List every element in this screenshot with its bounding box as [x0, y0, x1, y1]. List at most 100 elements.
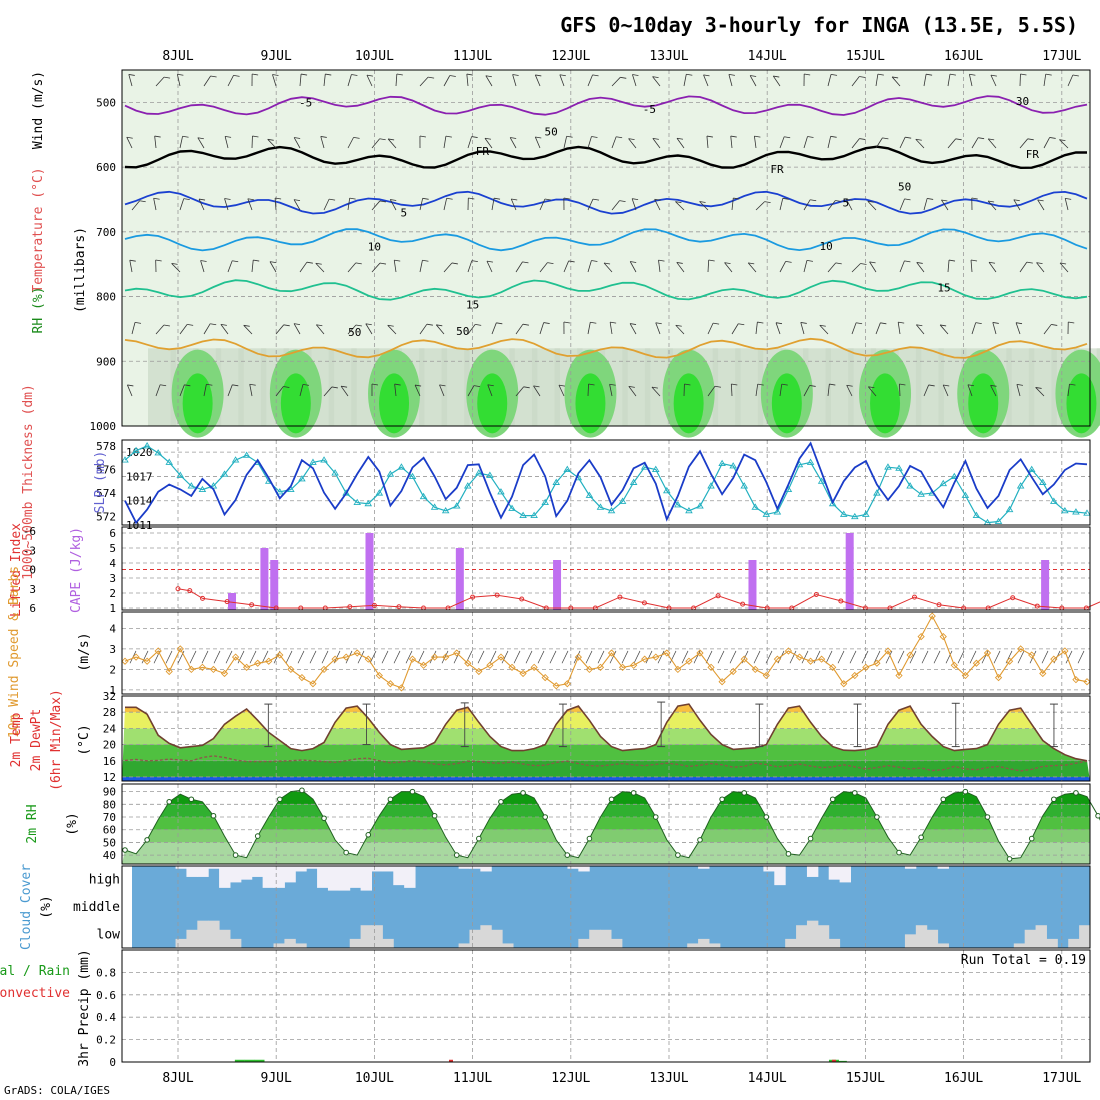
wind-barb-flag: [603, 262, 611, 265]
wind-barb: [414, 384, 421, 397]
wind-barb: [176, 74, 181, 87]
wind-barb-flag: [806, 259, 813, 262]
wind-barb-flag: [860, 263, 867, 265]
wind-barb: [868, 386, 877, 397]
wind-barb: [467, 324, 476, 335]
wind10-barb: [417, 650, 425, 664]
wind-barb-flag: [675, 201, 682, 203]
wind-barb: [755, 201, 765, 211]
wind10-barb: [885, 650, 893, 664]
wind-barb-flag: [1059, 262, 1067, 265]
wind-barb: [1067, 74, 1074, 87]
wind10-point: [353, 649, 361, 657]
date-label-bottom: 10JUL: [355, 1071, 394, 1086]
wind-barb-flag: [651, 386, 658, 389]
wind-barb-flag: [422, 197, 429, 200]
wind10-point: [607, 649, 616, 657]
wind10-point: [497, 653, 505, 661]
wind-barb: [491, 198, 495, 211]
wind-barb: [875, 322, 881, 335]
wind10-barb: [861, 650, 869, 664]
wind-barb-flag: [830, 73, 838, 76]
cloud-high-bar: [698, 866, 710, 869]
wind-barb: [563, 260, 570, 273]
wind-barb-flag: [988, 261, 996, 264]
contour-label: 10: [819, 240, 832, 253]
ylabel-rh2m: 2m RH: [25, 804, 40, 843]
wind-barb: [987, 138, 997, 149]
wind-barb-flag: [547, 262, 554, 264]
thickness-point: [463, 482, 472, 489]
wind-barb-flag: [782, 197, 789, 200]
wind10-barb: [1017, 650, 1025, 664]
wind-barb-flag: [160, 384, 167, 387]
cloud-high-bar: [371, 866, 383, 872]
wind-barb-flag: [487, 384, 494, 387]
wind-barb-flag: [738, 323, 745, 326]
wind-barb: [485, 75, 493, 87]
ytick-cape: 1: [109, 602, 116, 615]
thickness-point: [475, 469, 483, 476]
thickness-point: [552, 478, 561, 485]
wind-barb-flag: [315, 262, 322, 265]
thickness-point: [132, 446, 140, 454]
wind-barb-flag: [728, 74, 735, 76]
cloud-band-label: middle: [73, 900, 120, 915]
cloud-low-bar: [915, 925, 928, 948]
wind-barb: [347, 74, 352, 87]
chart-title: GFS 0~10day 3-hourly for INGA (13.5E, 5.…: [560, 13, 1078, 37]
wind-barb: [970, 260, 973, 273]
wind10-point: [917, 632, 925, 641]
wind10-point: [630, 661, 638, 669]
rh-very-high-patch: [477, 373, 508, 434]
thickness-point: [176, 471, 185, 478]
cloud-low-bar: [360, 925, 372, 948]
wind10-point: [829, 663, 837, 671]
wind10-point: [994, 673, 1003, 682]
wind-barb-flag: [764, 201, 771, 204]
wind10-point: [784, 647, 793, 655]
cloud-high-bar: [937, 866, 949, 869]
wind-barb-flag: [329, 198, 336, 201]
wind-barb: [512, 74, 517, 87]
wind-barb-flag: [868, 386, 875, 389]
ytick-cape: 3: [109, 572, 116, 585]
wind-barb: [1059, 262, 1069, 273]
wind-barb-flag: [184, 384, 191, 387]
wind-barb: [988, 262, 997, 273]
wind-barb: [867, 200, 877, 211]
wind10-barb: [141, 650, 149, 664]
li-line: [177, 588, 1100, 609]
li-point: [347, 604, 353, 610]
wind-barb: [487, 384, 493, 397]
wind10-point: [165, 667, 173, 676]
wind-barb: [299, 74, 302, 87]
wind-barb: [347, 324, 357, 335]
wind-barb-flag: [975, 322, 982, 324]
wind-barb: [227, 75, 234, 87]
wind-barb-flag: [686, 73, 693, 76]
wind10-point: [176, 645, 184, 653]
li-point: [470, 594, 476, 600]
wind-barb-flag: [293, 199, 301, 201]
wind-barb: [611, 136, 617, 149]
wind-barb-flag: [970, 259, 978, 262]
ytick-slp: 1014: [126, 495, 153, 508]
wind10-point: [585, 665, 594, 674]
wind10-point: [950, 661, 958, 669]
wind10-point: [309, 680, 317, 688]
wind-barb: [899, 136, 906, 149]
wind10-barb: [633, 650, 641, 664]
wind-barb: [563, 136, 568, 149]
wind10-point: [972, 659, 981, 667]
thickness-point: [950, 472, 959, 480]
ytick-rh: 80: [103, 798, 116, 811]
wind10-barb: [369, 650, 377, 664]
wind-barb-flag: [422, 259, 429, 262]
thickness-point: [375, 489, 384, 496]
wind-barb-flag: [898, 321, 905, 324]
wind-barb-flag: [588, 383, 595, 386]
wind-barb-flag: [699, 201, 706, 203]
ylabel-wind: Wind (m/s): [31, 71, 46, 149]
cloud-low-bar: [589, 929, 601, 948]
